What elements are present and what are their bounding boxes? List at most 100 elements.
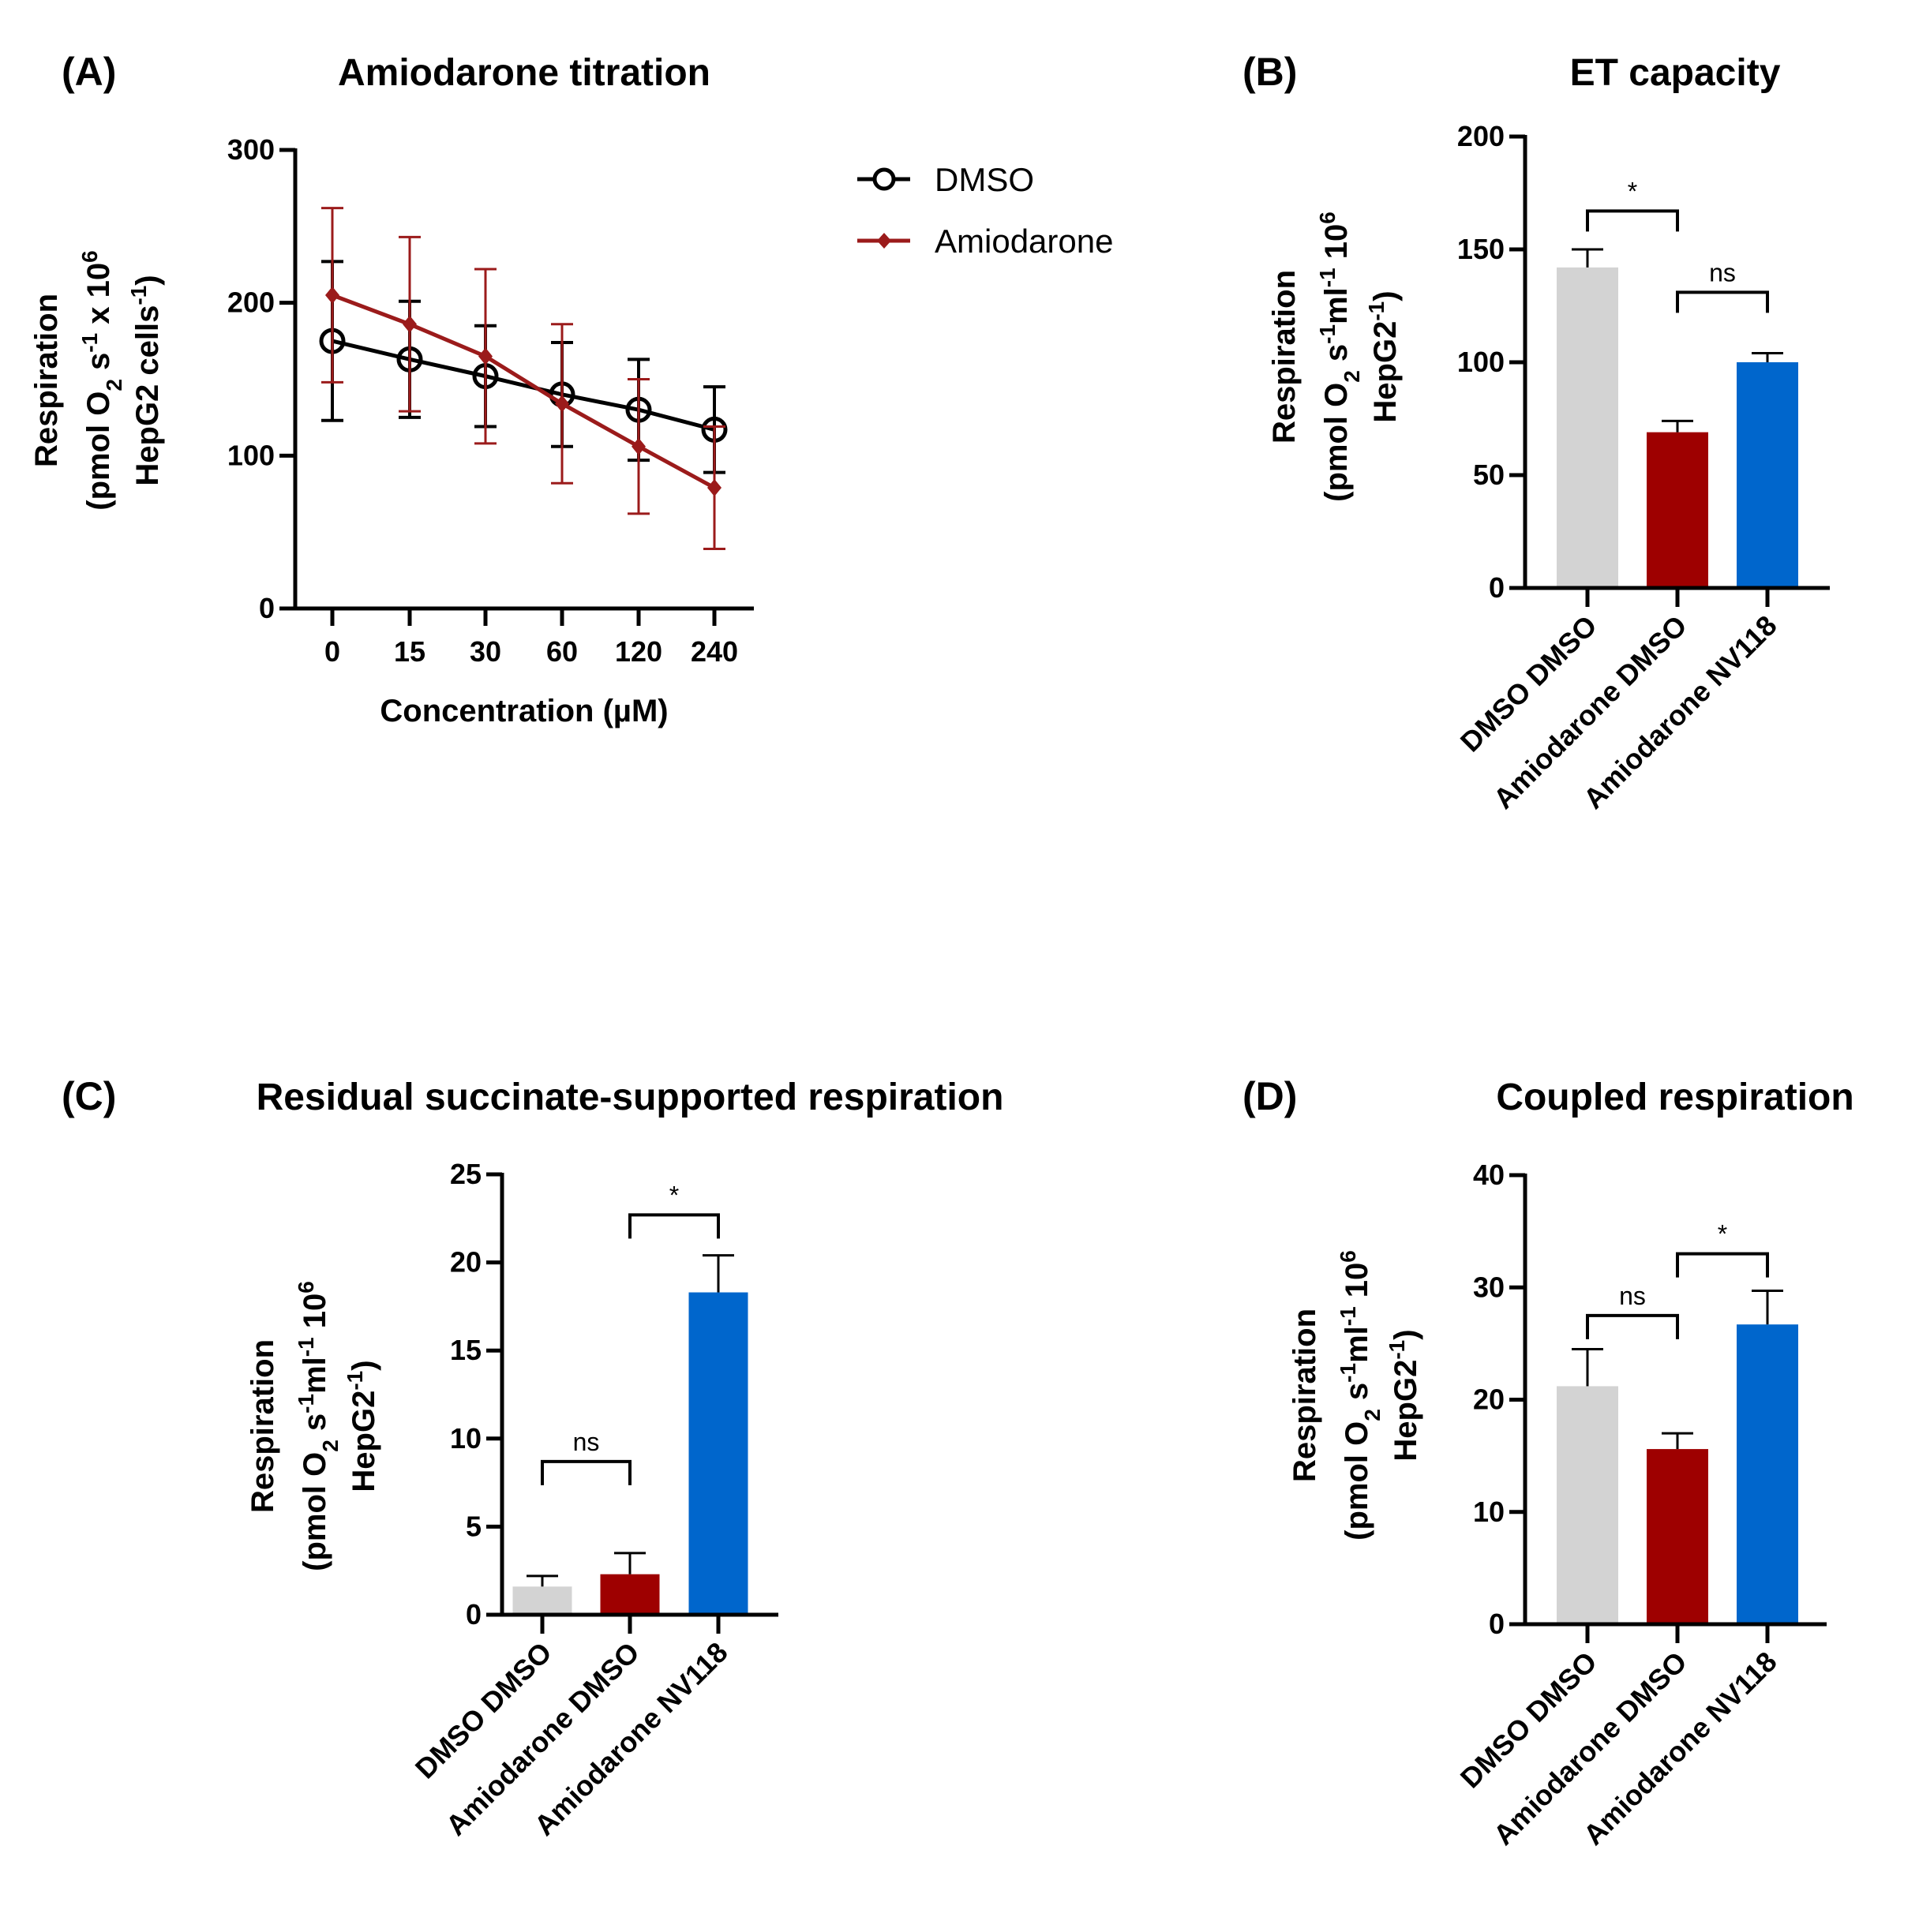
panel-a-chart: (A) Amiodarone titration 0 100 200 300 0 15 30 60… — [29, 50, 1113, 728]
y-axis-label-part: 10 — [1319, 224, 1354, 268]
y-axis-label-part: (pmol O — [1319, 383, 1354, 502]
y-axis-label-part: s — [1319, 344, 1354, 370]
bar — [600, 1574, 660, 1615]
data-point — [632, 437, 646, 455]
y-axis-label-part: (pmol O — [1340, 1421, 1374, 1541]
series-dmso — [319, 260, 728, 474]
y-tick-label: 25 — [450, 1158, 482, 1190]
significance-bracket — [541, 1459, 632, 1485]
y-axis-label-part: HepG2 — [1389, 1360, 1423, 1462]
bar — [512, 1586, 572, 1615]
x-tick-label: 60 — [546, 635, 578, 668]
chart-title: Residual succinate-supported respiration — [257, 1076, 1004, 1118]
data-point — [707, 479, 721, 497]
y-axis-label-part: ) — [1389, 1329, 1423, 1339]
y-axis-label: (pmol O2 s-1ml-1 106 — [294, 1281, 343, 1571]
chart-title: Coupled respiration — [1496, 1076, 1853, 1118]
y-axis-label-part: -1 — [294, 1337, 318, 1357]
y-axis-label-part: 6 — [77, 250, 102, 263]
y-axis-label-part: 2 — [1340, 370, 1364, 383]
significance-label: * — [1718, 1220, 1727, 1249]
legend: DMSO Amiodarone — [857, 161, 1113, 260]
y-tick-label: 0 — [1489, 1608, 1505, 1640]
data-point — [555, 395, 569, 413]
y-axis-label: Respiration — [29, 294, 64, 467]
legend-marker-circle-icon — [872, 167, 896, 191]
y-axis-label-part: 6 — [294, 1281, 318, 1294]
y-axis-label-part: -1 — [1315, 324, 1340, 344]
x-tick-label: 0 — [324, 635, 340, 668]
y-axis-label-part: (pmol O — [298, 1452, 332, 1571]
y-axis-label-part: ) — [347, 1360, 381, 1370]
y-axis-label-part: -1 — [1336, 1306, 1360, 1326]
y-axis-label-part: Respiration — [1267, 270, 1302, 444]
x-tick-label: 15 — [394, 635, 425, 668]
legend-marker-diamond-icon — [877, 233, 891, 249]
bar — [1737, 1324, 1798, 1624]
y-tick-label: 20 — [450, 1246, 482, 1279]
y-axis-label: Respiration — [245, 1339, 280, 1513]
y-tick-label: 200 — [1457, 120, 1505, 152]
y-axis-label-part: Respiration — [1287, 1309, 1322, 1482]
significance-bracket — [1586, 1313, 1679, 1339]
bar — [688, 1292, 748, 1615]
series-amiodarone — [321, 207, 725, 550]
y-axis-label: Respiration — [1287, 1309, 1322, 1482]
chart-title: Amiodarone titration — [338, 52, 710, 94]
y-axis-label: (pmol O2 s-1ml-1 106 — [1336, 1250, 1385, 1541]
y-axis-label-part: x 10 — [81, 263, 116, 333]
y-tick-label: 200 — [227, 286, 275, 319]
legend-label: Amiodarone — [935, 223, 1113, 260]
y-axis-label-part: -1 — [294, 1394, 318, 1413]
chart-title: ET capacity — [1570, 52, 1781, 94]
x-axis-label: Concentration (µM) — [380, 694, 668, 728]
y-axis-label-part: 2 — [1360, 1409, 1385, 1421]
y-axis-label-part: -1 — [126, 286, 151, 305]
significance-bracket — [628, 1213, 720, 1239]
y-axis-label-part: 2 — [318, 1440, 343, 1452]
y-tick-label: 15 — [450, 1334, 482, 1366]
significance-label: ns — [573, 1428, 600, 1456]
y-tick-label: 10 — [1473, 1496, 1505, 1528]
y-tick-label: 0 — [1489, 571, 1505, 604]
y-axis-label: HepG2-1) — [343, 1360, 382, 1492]
y-tick-label: 10 — [450, 1422, 482, 1455]
y-axis-label: Respiration — [1267, 270, 1302, 444]
panel-label: (D) — [1242, 1074, 1297, 1118]
y-axis-label-part: -1 — [77, 333, 102, 353]
y-tick-label: 0 — [259, 592, 275, 624]
y-axis-label-part: ml — [1319, 287, 1354, 324]
panel-label: (A) — [62, 50, 116, 94]
significance-bracket — [1676, 1252, 1769, 1278]
y-axis-label-part: ) — [130, 275, 165, 285]
y-tick-label: 0 — [466, 1598, 482, 1631]
y-tick-label: 50 — [1473, 459, 1505, 491]
significance-label: ns — [1709, 258, 1736, 286]
y-tick-label: 5 — [466, 1510, 482, 1542]
y-axis-label-part: (pmol O — [81, 391, 116, 511]
y-axis-label-part: HepG2 cells — [130, 305, 165, 486]
y-axis-label-part: Respiration — [245, 1339, 280, 1513]
x-tick-label: 30 — [470, 635, 501, 668]
y-axis-label-part: s — [298, 1413, 332, 1440]
y-tick-label: 40 — [1473, 1159, 1505, 1191]
y-axis-label: HepG2-1) — [1385, 1329, 1424, 1461]
series-line — [332, 293, 716, 490]
y-axis-label-part: -1 — [1364, 301, 1389, 321]
y-axis-label: (pmol O2 s-1 x 106 — [77, 250, 126, 510]
y-axis-label-part: HepG2 — [1368, 321, 1403, 423]
y-tick-label: 300 — [227, 133, 275, 166]
panel-c-chart: (C) Residual succinate-supported respirat… — [62, 1074, 1003, 1842]
x-tick-label: 120 — [615, 635, 662, 668]
y-tick-label: 100 — [227, 439, 275, 471]
y-axis-label: HepG2-1) — [1364, 290, 1404, 422]
y-axis-label-part: 6 — [1315, 212, 1340, 224]
data-point — [325, 286, 339, 304]
bar — [1647, 1449, 1708, 1624]
bar — [1647, 432, 1708, 588]
y-axis-label: HepG2 cells-1) — [126, 275, 166, 485]
y-axis-label-part: s — [81, 353, 116, 379]
